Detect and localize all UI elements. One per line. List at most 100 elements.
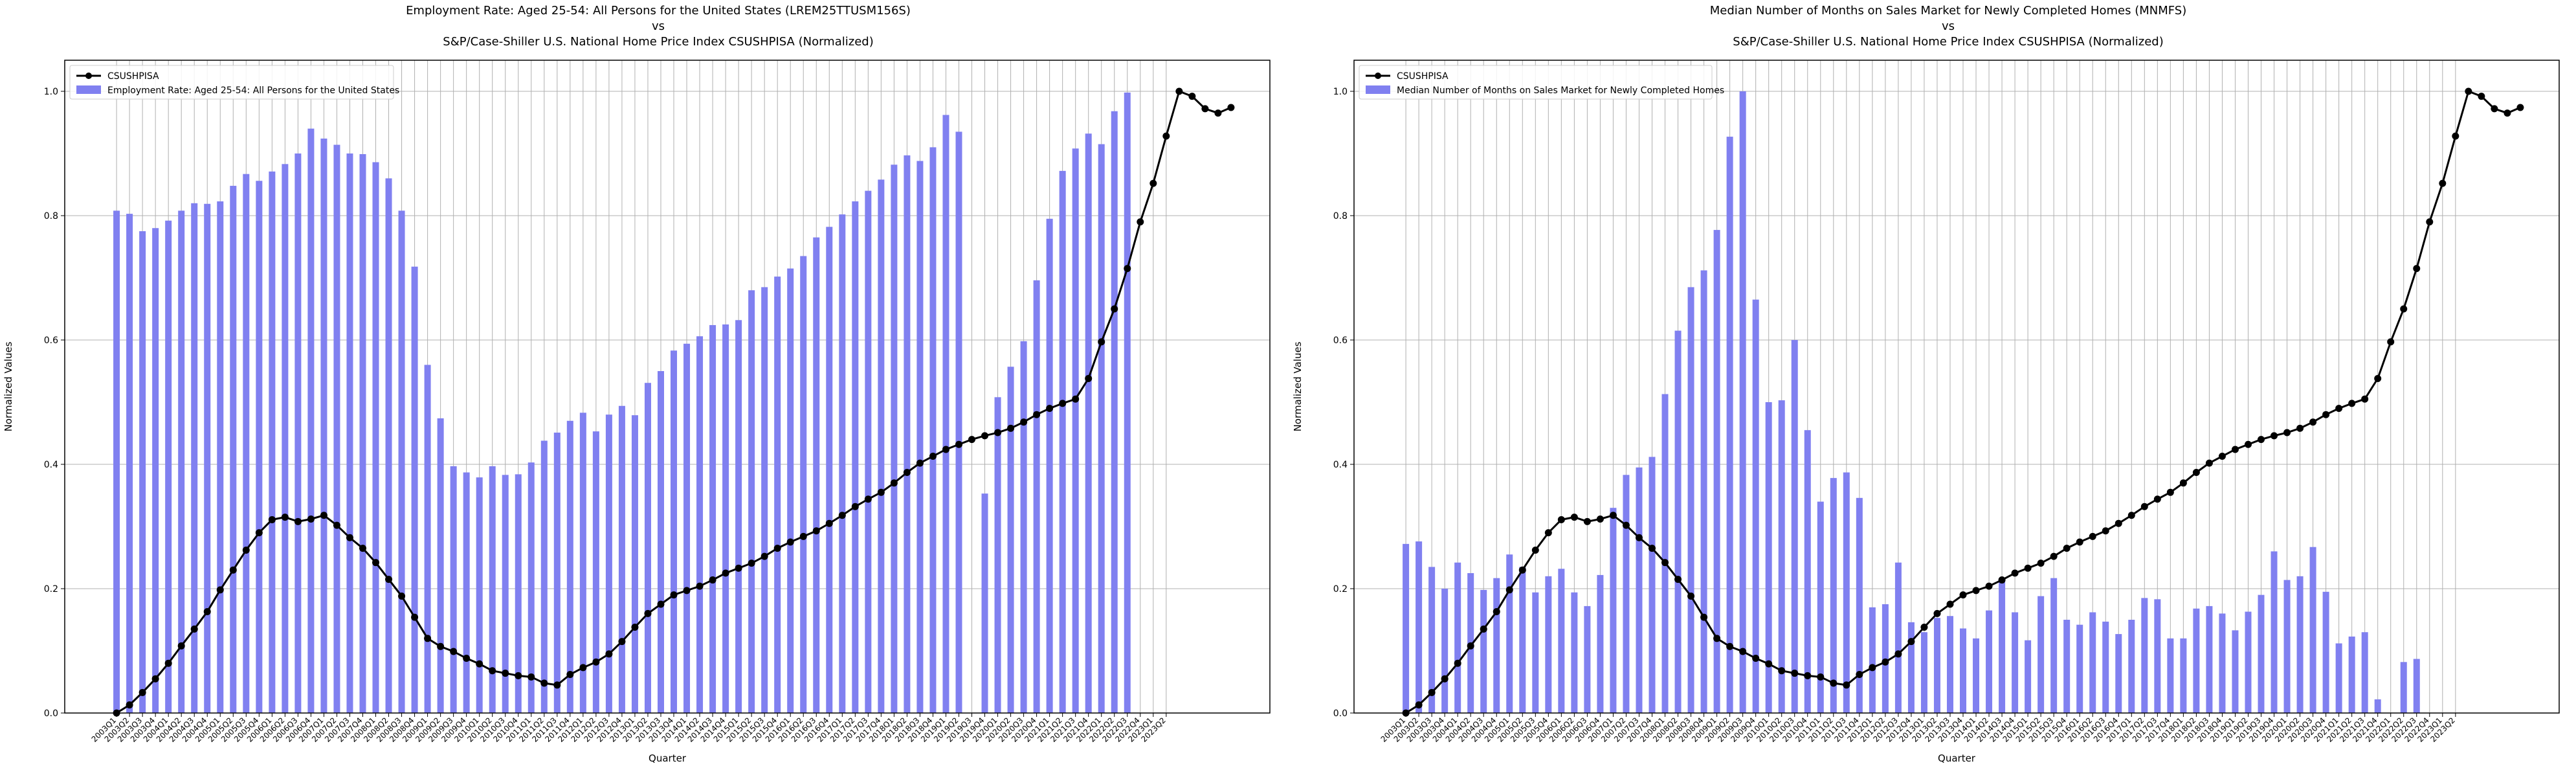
bar (1674, 330, 1682, 714)
line-point (994, 429, 1002, 436)
line-point (890, 479, 898, 487)
bar (294, 153, 302, 713)
line-point (709, 576, 716, 584)
bar (942, 115, 949, 714)
line-point (786, 538, 794, 546)
bar (527, 462, 535, 713)
bar (2076, 624, 2083, 713)
bar (826, 227, 833, 713)
axes-frame (1353, 60, 2560, 714)
bar (2400, 662, 2407, 713)
bar (2193, 608, 2200, 713)
line-point (2400, 305, 2408, 313)
bar (2167, 638, 2174, 713)
bar (282, 164, 289, 713)
line-point (2050, 552, 2058, 560)
line-point (748, 560, 755, 567)
line-point (2361, 395, 2369, 403)
bar (165, 220, 172, 713)
line-point (1920, 624, 1928, 631)
y-tick-label: 0.6 (1333, 335, 1348, 346)
line-point (333, 521, 340, 529)
line-point (437, 642, 445, 650)
line-point (1085, 375, 1093, 383)
line-point (242, 546, 250, 554)
bar (1124, 92, 1131, 714)
bar (1986, 610, 1993, 713)
line-point (1843, 681, 1850, 689)
line-point (164, 659, 172, 667)
line-point (1201, 105, 1209, 113)
line-point (2271, 432, 2278, 440)
bar (307, 128, 315, 714)
bar (1843, 472, 1850, 713)
line-point (657, 600, 665, 608)
line-point (177, 642, 185, 650)
bar (269, 171, 276, 714)
bar (320, 138, 328, 713)
line-point (372, 559, 380, 567)
y-tick-label: 0.4 (44, 460, 58, 470)
line-point (2258, 436, 2265, 444)
line-point (605, 650, 613, 658)
chart-title-line-1: Median Number of Months on Sales Market … (1710, 4, 2186, 17)
line-point (346, 534, 353, 541)
line-point (307, 515, 315, 523)
employment-chart: Employment Rate: Aged 25-54: All Persons… (3, 4, 1271, 764)
legend-line-label: CSUSHPISA (1397, 71, 1449, 82)
line-point (1505, 586, 1513, 594)
line-point (2102, 527, 2109, 535)
line-point (2218, 453, 2226, 460)
bar (2102, 621, 2109, 713)
bar (1597, 574, 1604, 713)
line-point (1214, 109, 1222, 117)
line-point (1778, 667, 1786, 675)
bar (774, 277, 781, 714)
line-point (1907, 638, 1915, 646)
line-point (553, 681, 561, 689)
bar (722, 324, 729, 713)
bar (398, 210, 405, 713)
bar (2154, 599, 2161, 713)
bar (178, 210, 185, 713)
x-axis-label: Quarter (1938, 753, 1976, 764)
bar (1623, 475, 1630, 713)
bar (1506, 554, 1513, 713)
line-point (2465, 87, 2472, 95)
line-point (838, 512, 846, 519)
bar (113, 210, 120, 713)
line-point (2166, 488, 2174, 496)
line-point (773, 545, 781, 552)
bar (502, 475, 509, 713)
bar (1454, 562, 1461, 713)
line-point (359, 545, 366, 552)
line-point (2231, 446, 2239, 453)
bar (476, 477, 483, 713)
line-point (2076, 538, 2083, 546)
line-point (2387, 338, 2395, 346)
bar (1428, 567, 1436, 713)
line-point (1111, 305, 1118, 313)
bar (2050, 578, 2058, 713)
line-point (1700, 613, 1708, 621)
line-point (2205, 459, 2213, 467)
y-tick-label: 0.6 (44, 335, 58, 346)
line-point (2011, 569, 2019, 577)
bar (243, 174, 250, 713)
bar (2309, 547, 2316, 713)
line-point (2322, 411, 2330, 418)
line-point (696, 582, 704, 590)
y-tick-label: 0.2 (44, 584, 58, 594)
bar (1661, 394, 1669, 713)
line-point (476, 660, 483, 668)
chart-title-line-3: S&P/Case-Shiller U.S. National Home Pric… (1733, 35, 2163, 49)
line-point (1894, 650, 1902, 658)
bar (191, 203, 198, 713)
bar (2115, 634, 2122, 713)
bar (333, 144, 340, 713)
bar (1791, 340, 1798, 713)
bar (929, 147, 937, 713)
bar (644, 383, 651, 713)
line-point (1856, 670, 1863, 678)
line-point (2063, 545, 2071, 552)
